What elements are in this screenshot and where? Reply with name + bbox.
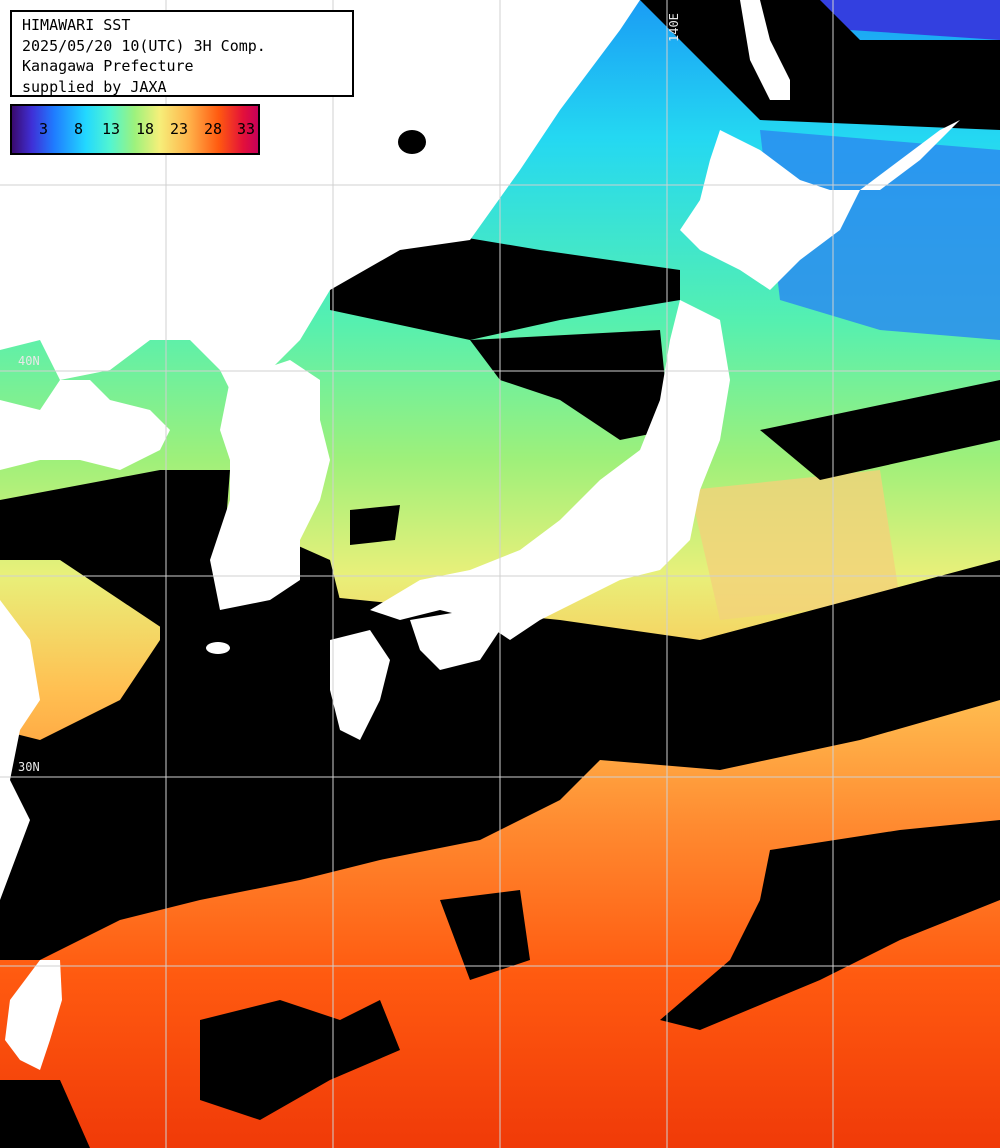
land-china-coast [0,600,40,900]
sst-cold-patch [810,0,1000,40]
scale-label: 23 [170,120,189,138]
map-title: HIMAWARI SST [22,16,131,34]
lat-label-40n: 40N [18,354,40,368]
land-honshu [370,300,730,640]
scale-label: 3 [39,120,49,138]
map-credit: supplied by JAXA [22,77,167,96]
land-jeju [206,642,230,654]
map-timestamp: 2025/05/20 10(UTC) 3H Comp. [22,36,266,55]
scale-label: 18 [136,120,155,138]
scale-label: 8 [74,120,84,138]
land-sakhalin [740,0,790,100]
info-box: HIMAWARI SST 2025/05/20 10(UTC) 3H Comp.… [10,10,354,97]
lat-label-30n: 30N [18,760,40,774]
land-mainland [0,0,640,410]
scale-label: 33 [237,120,256,138]
map-region: Kanagawa Prefecture [22,57,194,75]
land-korea [210,360,330,610]
lon-label-140e: 140E [667,13,681,42]
temperature-scale-bar: 3 8 13 18 23 28 33 [10,104,260,155]
sst-warm-patch [690,470,900,620]
land-kyushu [330,630,390,740]
land-taiwan [5,960,62,1070]
island-black [398,130,426,154]
sst-cold-patch [760,130,1000,340]
land-hokkaido [680,130,860,290]
scale-label: 13 [102,120,121,138]
scale-label: 28 [204,120,223,138]
land [0,0,960,1070]
land-shikoku [410,610,500,670]
land-liaodong [0,380,170,470]
land-kuril [860,120,960,190]
